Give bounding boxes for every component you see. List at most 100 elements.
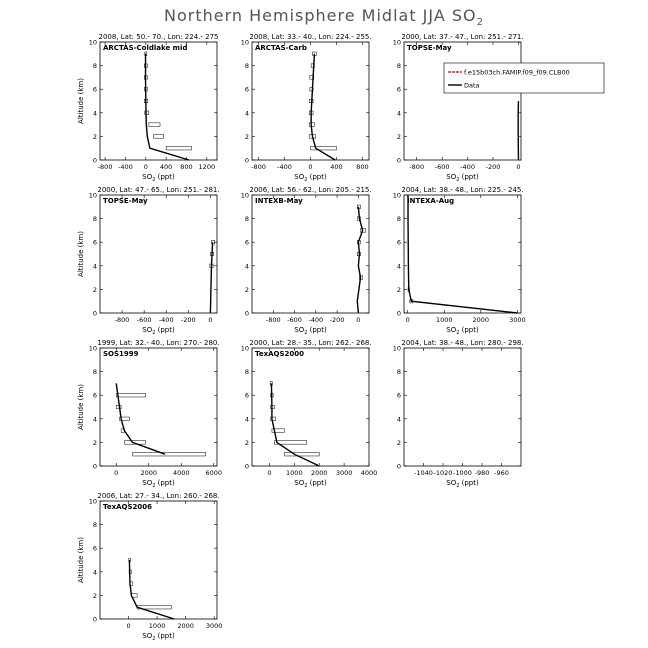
y-tick-label: 2 [397, 133, 401, 141]
x-tick-label: -800 [115, 316, 130, 324]
x-tick-label: 2000 [473, 316, 490, 324]
y-tick-label: 2 [245, 133, 249, 141]
x-tick-label: -800 [98, 163, 113, 171]
spread-box [274, 440, 308, 445]
x-tick-label: 0 [406, 316, 410, 324]
spread-box [119, 416, 130, 421]
x-axis-label-unit: (ppt) [459, 326, 479, 334]
y-tick-label: 2 [397, 286, 401, 294]
panel-3: 2000, Lat: 37.- 47., Lon: 251.- 271. TOPS… [393, 33, 605, 183]
spread-box [310, 146, 337, 151]
y-tick-label: 2 [93, 439, 97, 447]
panel-7: 1999, Lat: 32.- 40., Lon: 270.- 280. SOS1… [77, 339, 222, 489]
y-tick-label: 10 [89, 39, 97, 47]
x-tick-label: -400 [308, 316, 323, 324]
y-tick-label: 8 [93, 215, 97, 223]
main-title: Northern Hemisphere Midlat JJA SO2 [164, 6, 484, 29]
spread-box [271, 428, 285, 433]
y-tick-label: 6 [245, 392, 249, 400]
x-axis-label-sub: 2 [152, 330, 155, 336]
panel-8: 2000, Lat: 28.- 35., Lon: 262.- 268. TexA… [241, 339, 378, 489]
x-tick-label: 3000 [206, 622, 223, 630]
y-tick-label: 10 [89, 345, 97, 353]
x-tick-label: -200 [330, 316, 345, 324]
panel-header: 2004, Lat: 38.- 48., Lon: 280.- 298. [401, 339, 523, 347]
y-tick-label: 6 [397, 86, 401, 94]
x-tick-label: 0 [356, 316, 360, 324]
y-tick-label: 8 [93, 368, 97, 376]
panel-header: 2000, Lat: 37.- 47., Lon: 251.- 271. [401, 33, 523, 41]
x-axis-label-main: SO [142, 326, 152, 334]
plot-frame [99, 41, 218, 161]
y-tick-label: 0 [93, 463, 97, 471]
x-axis-label-unit: (ppt) [307, 173, 327, 181]
x-axis-label-main: SO [294, 326, 304, 334]
y-tick-label: 0 [245, 157, 249, 165]
plot-frame [251, 194, 370, 314]
plot-frame [99, 500, 218, 620]
x-tick-label: 0 [267, 469, 271, 477]
panel-label: TexAQS2006 [103, 503, 152, 511]
panel-1: 2008, Lat: 50.- 70., Lon: 224.- 275 ARCTA… [77, 33, 219, 183]
y-tick-label: 0 [245, 310, 249, 318]
spread-box [144, 110, 150, 115]
x-tick-label: -600 [287, 316, 302, 324]
y-tick-label: 4 [245, 262, 249, 270]
x-axis-label-sub: 2 [304, 483, 307, 489]
y-tick-label: 0 [93, 616, 97, 624]
x-tick-label: 2000 [311, 469, 328, 477]
panel-header: 2008, Lat: 50.- 70., Lon: 224.- 275 [98, 33, 218, 41]
panel-label: INTEXB-May [255, 197, 303, 205]
y-tick-label: 10 [393, 39, 401, 47]
x-axis-label-sub: 2 [456, 330, 459, 336]
x-axis-label-unit: (ppt) [155, 173, 175, 181]
x-tick-label: 1200 [199, 163, 216, 171]
spread-box [359, 275, 363, 280]
x-tick-label: 1000 [286, 469, 303, 477]
spread-box [270, 416, 276, 421]
x-tick-label: -800 [251, 163, 266, 171]
plot-frame [251, 41, 370, 161]
x-tick-label: 0 [126, 622, 130, 630]
y-tick-label: 4 [397, 109, 401, 117]
plot-frame [403, 347, 522, 467]
x-tick-label: 1000 [436, 316, 453, 324]
x-tick-label: 2000 [140, 469, 157, 477]
y-tick-label: 6 [93, 239, 97, 247]
plot-frame [99, 347, 218, 467]
x-axis-label-unit: (ppt) [155, 326, 175, 334]
data-line [356, 206, 364, 314]
y-tick-label: 8 [245, 368, 249, 376]
data-line [144, 53, 190, 161]
y-tick-label: 4 [245, 415, 249, 423]
y-tick-label: 4 [397, 415, 401, 423]
y-tick-label: 2 [93, 592, 97, 600]
legend-model-label: f.e15b03ch.FAMIP.f09_f09.CLB00 [464, 69, 570, 77]
x-tick-label: 0 [144, 163, 148, 171]
y-axis-label: Altitude (km) [77, 231, 85, 277]
panel-4: 2000, Lat: 47.- 65., Lon: 251.- 281. TOPS… [77, 186, 220, 336]
y-tick-label: 2 [93, 286, 97, 294]
x-axis-label: SO2 (ppt) [446, 479, 479, 489]
x-tick-label: 2000 [177, 622, 194, 630]
x-tick-label: 800 [356, 163, 368, 171]
x-axis-label-unit: (ppt) [307, 479, 327, 487]
x-tick-label: 400 [160, 163, 172, 171]
panel-5: 2006, Lat: 56.- 62., Lon: 205.- 215. INTE… [241, 186, 372, 336]
panel-label: ARCTAS-Coldlake mid [103, 44, 187, 52]
y-tick-label: 8 [397, 62, 401, 70]
y-tick-label: 8 [397, 368, 401, 376]
plot-frame [403, 194, 522, 314]
y-tick-label: 8 [245, 215, 249, 223]
x-tick-label: -980 [475, 469, 490, 477]
y-tick-label: 10 [89, 192, 97, 200]
spread-box [153, 134, 164, 139]
plot-frame [403, 41, 522, 161]
legend-box [443, 62, 605, 94]
y-tick-label: 4 [245, 109, 249, 117]
y-tick-label: 6 [93, 545, 97, 553]
y-tick-label: 6 [245, 239, 249, 247]
spread-box [124, 440, 146, 445]
x-axis-label-main: SO [294, 173, 304, 181]
